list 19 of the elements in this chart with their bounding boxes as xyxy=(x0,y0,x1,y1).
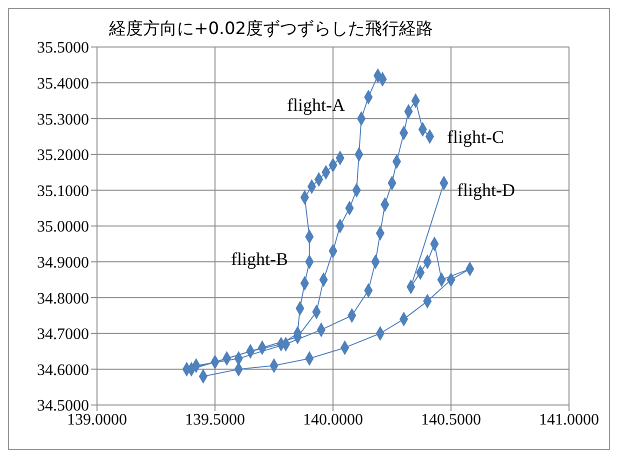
x-tick-label: 141.0000 xyxy=(539,411,599,428)
y-tick-label: 35.2000 xyxy=(37,147,89,164)
annotation: flight-A xyxy=(287,95,345,116)
annotation: flight-D xyxy=(457,180,515,201)
y-tick-label: 35.3000 xyxy=(37,111,89,128)
y-tick-label: 35.5000 xyxy=(37,40,89,57)
x-tick-label: 140.5000 xyxy=(421,411,481,428)
annotation: flight-C xyxy=(447,127,504,148)
y-tick-label: 35.1000 xyxy=(37,182,89,200)
y-tick-label: 34.9000 xyxy=(37,254,89,272)
x-tick-label: 139.5000 xyxy=(185,411,245,428)
chart-title: 経度方向に+0.02度ずつずらした飛行経路 xyxy=(109,18,434,40)
y-tick-label: 34.7000 xyxy=(37,326,89,344)
y-tick-label: 35.0000 xyxy=(37,218,89,236)
y-tick-label: 35.4000 xyxy=(37,75,89,92)
y-tick-label: 34.8000 xyxy=(37,290,89,308)
annotation: flight-B xyxy=(231,249,288,270)
x-tick-label: 140.0000 xyxy=(303,411,363,428)
y-tick-label: 34.6000 xyxy=(37,362,89,379)
